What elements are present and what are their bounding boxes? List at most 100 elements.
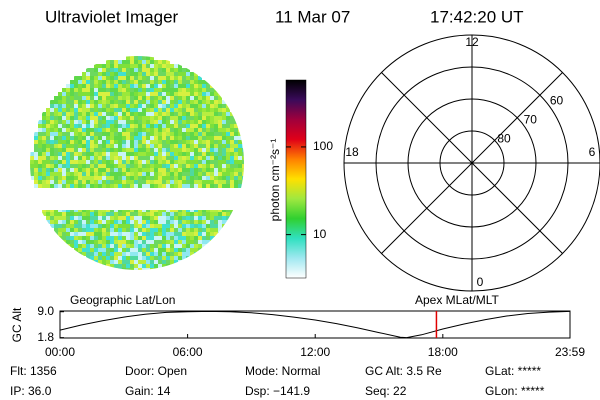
pixel (126, 64, 130, 68)
pixel (222, 116, 226, 120)
pixel (102, 168, 106, 172)
pixel (122, 68, 126, 72)
pixel (158, 112, 162, 116)
pixel (146, 104, 150, 108)
pixel (66, 120, 70, 124)
pixel (86, 184, 90, 188)
pixel (190, 152, 194, 156)
pixel (150, 116, 154, 120)
pixel (114, 112, 118, 116)
pixel (182, 132, 186, 136)
pixel (50, 116, 54, 120)
pixel (82, 124, 86, 128)
pixel (170, 160, 174, 164)
pixel (110, 88, 114, 92)
pixel (166, 152, 170, 156)
pixel (54, 100, 58, 104)
pixel (98, 156, 102, 160)
pixel (206, 92, 210, 96)
pixel (146, 64, 150, 68)
pixel (122, 172, 126, 176)
pixel (58, 112, 62, 116)
pixel (54, 184, 58, 188)
pixel (142, 148, 146, 152)
pixel (38, 176, 42, 180)
pixel (118, 248, 122, 252)
pixel (70, 240, 74, 244)
pixel (202, 152, 206, 156)
pixel (58, 172, 62, 176)
pixel (70, 132, 74, 136)
pixel (126, 136, 130, 140)
pixel (82, 76, 86, 80)
pixel (182, 252, 186, 256)
pixel (90, 252, 94, 256)
pixel (130, 116, 134, 120)
pixel (106, 116, 110, 120)
pixel (54, 220, 58, 224)
pixel (134, 136, 138, 140)
pixel (162, 148, 166, 152)
pixel (70, 104, 74, 108)
pixel (70, 140, 74, 144)
pixel (166, 232, 170, 236)
pixel (90, 228, 94, 232)
pixel (182, 68, 186, 72)
pixel (102, 100, 106, 104)
pixel (214, 164, 218, 168)
pixel (178, 96, 182, 100)
pixel (58, 168, 62, 172)
pixel (98, 88, 102, 92)
pixel (138, 88, 142, 92)
pixel (58, 152, 62, 156)
pixel (126, 148, 130, 152)
pixel (134, 124, 138, 128)
pixel (138, 136, 142, 140)
pixel (150, 236, 154, 240)
pixel (214, 160, 218, 164)
pixel (230, 164, 234, 168)
pixel (70, 172, 74, 176)
pixel (146, 212, 150, 216)
pixel (158, 164, 162, 168)
pixel (154, 100, 158, 104)
pixel (166, 72, 170, 76)
pixel (222, 224, 226, 228)
pixel (106, 60, 110, 64)
pixel (86, 220, 90, 224)
pixel (102, 152, 106, 156)
pixel (74, 244, 78, 248)
pixel (42, 116, 46, 120)
pixel (154, 120, 158, 124)
pixel (150, 268, 154, 270)
pixel (122, 228, 126, 232)
pixel (202, 156, 206, 160)
pixel (198, 84, 202, 88)
pixel (182, 96, 186, 100)
pixel (82, 248, 86, 252)
pixel (214, 128, 218, 132)
pixel (142, 152, 146, 156)
pixel (178, 260, 182, 264)
pixel (202, 248, 206, 252)
pixel (90, 184, 94, 188)
pixel (118, 104, 122, 108)
pixel (174, 64, 178, 68)
pixel (214, 124, 218, 128)
pixel (138, 56, 142, 60)
pixel (86, 76, 90, 80)
pixel (110, 120, 114, 124)
pixel (106, 96, 110, 100)
pixel (130, 216, 134, 220)
pixel (130, 180, 134, 184)
pixel (102, 80, 106, 84)
pixel (94, 164, 98, 168)
pixel (158, 240, 162, 244)
pixel (134, 172, 138, 176)
pixel (182, 212, 186, 216)
pixel (174, 156, 178, 160)
pixel (78, 132, 82, 136)
pixel (126, 244, 130, 248)
pixel (58, 160, 62, 164)
pixel (218, 112, 222, 116)
